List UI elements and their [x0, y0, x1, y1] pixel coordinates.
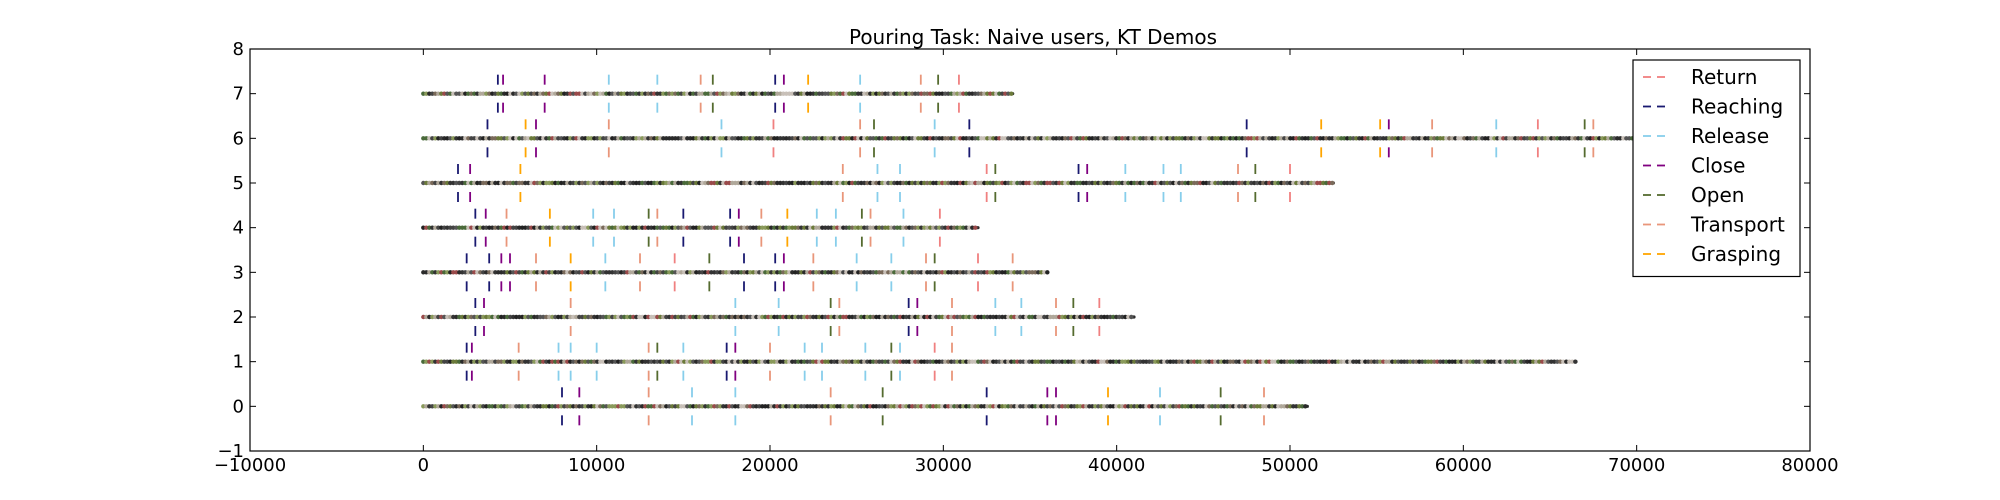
- legend-label: Grasping: [1691, 242, 1781, 266]
- y-tick-label: 8: [233, 39, 244, 60]
- x-tick-label: 0: [418, 455, 429, 476]
- frame-dot: [1045, 270, 1050, 275]
- y-tick-label: 4: [233, 218, 244, 239]
- legend-item-grasping: Grasping: [1643, 242, 1781, 266]
- frame-dot: [973, 225, 978, 230]
- legend-label: Transport: [1690, 213, 1785, 237]
- demo-row-0: [421, 387, 1309, 426]
- plot-frame: [249, 48, 1811, 452]
- chart-title: Pouring Task: Naive users, KT Demos: [849, 25, 1217, 49]
- x-tick-label: 30000: [915, 455, 972, 476]
- legend-label: Reaching: [1691, 95, 1783, 119]
- y-tick-label: −1: [217, 441, 244, 462]
- legend-item-close: Close: [1643, 154, 1745, 178]
- x-tick-label: −10000: [214, 455, 286, 476]
- x-tick-label: 70000: [1608, 455, 1665, 476]
- demo-row-4: [421, 208, 980, 247]
- y-tick-label: 5: [233, 173, 244, 194]
- frame-dot: [1303, 404, 1308, 409]
- legend-item-open: Open: [1643, 183, 1744, 207]
- frame-dot: [1330, 180, 1335, 186]
- legend-label: Close: [1691, 154, 1745, 178]
- legend-label: Return: [1691, 65, 1757, 89]
- legend-label: Release: [1691, 124, 1769, 148]
- legend-item-return: Return: [1643, 65, 1757, 89]
- y-tick-label: 7: [233, 84, 244, 105]
- legend-item-reaching: Reaching: [1643, 95, 1783, 119]
- demo-row-5: [421, 164, 1335, 202]
- x-tick-label: 80000: [1781, 455, 1838, 476]
- frame-dot: [1129, 314, 1134, 320]
- demo-row-7: [421, 74, 1015, 113]
- plot-area: [421, 74, 1639, 426]
- legend-box: [1632, 59, 1801, 278]
- y-tick-label: 0: [233, 396, 244, 417]
- demo-row-6: [421, 119, 1639, 158]
- y-tick-label: 6: [233, 128, 244, 149]
- legend-item-transport: Transport: [1643, 213, 1785, 237]
- legend-item-release: Release: [1643, 124, 1769, 148]
- x-tick-label: 60000: [1435, 455, 1492, 476]
- demo-row-2: [421, 298, 1136, 336]
- x-tick-label: 50000: [1261, 455, 1318, 476]
- x-tick-label: 10000: [568, 455, 625, 476]
- legend-label: Open: [1691, 183, 1744, 207]
- y-tick-label: 3: [233, 262, 244, 283]
- demo-row-1: [421, 342, 1578, 381]
- y-tick-label: 2: [233, 307, 244, 328]
- frame-dot: [1573, 359, 1578, 364]
- x-tick-label: 20000: [741, 455, 798, 476]
- legend: Return Reaching Release Close Open Transport G…: [1632, 59, 1801, 278]
- demo-row-3: [421, 253, 1050, 292]
- frame-dot: [1009, 91, 1014, 96]
- x-tick-label: 40000: [1088, 455, 1145, 476]
- y-tick-label: 1: [233, 352, 244, 373]
